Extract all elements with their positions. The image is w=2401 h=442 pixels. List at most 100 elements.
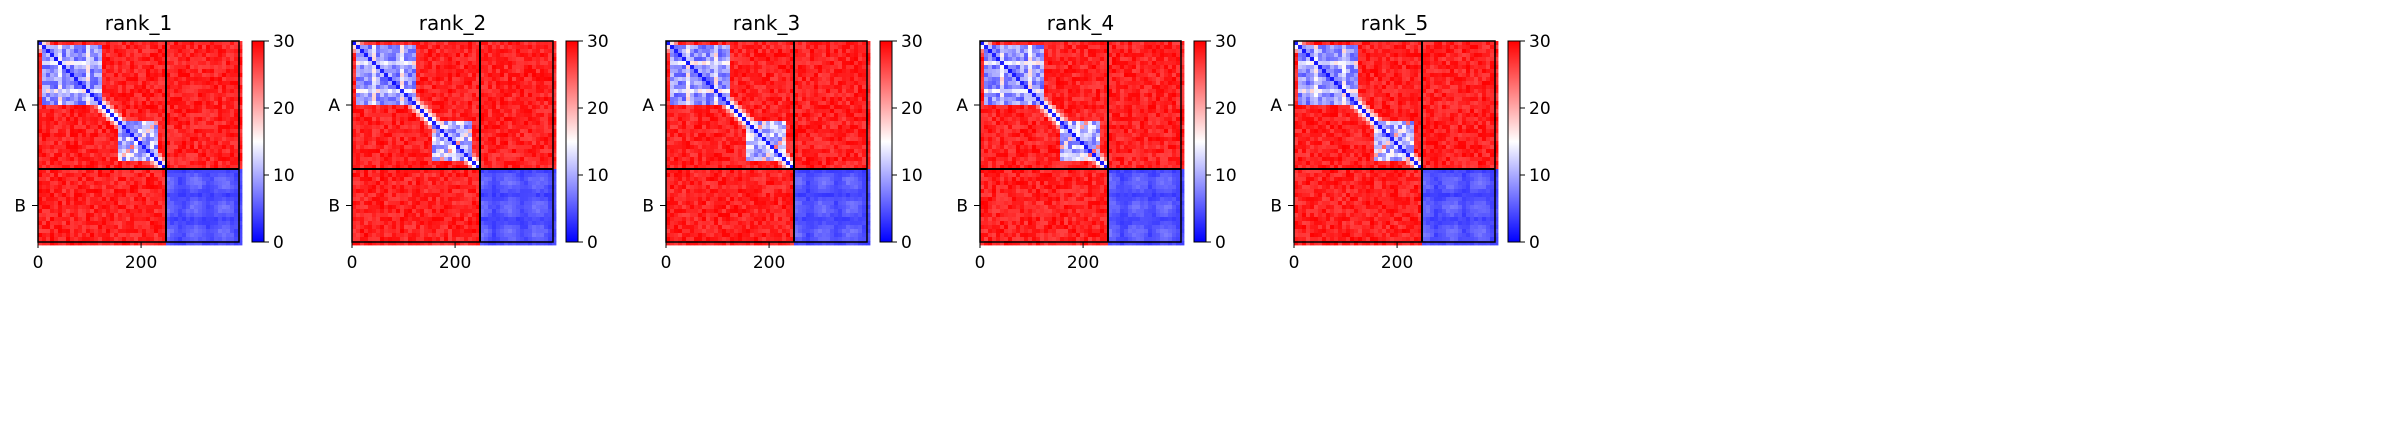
heatmap-cell: [532, 121, 536, 125]
heatmap-cell: [138, 85, 142, 89]
heatmap-cell: [484, 197, 488, 201]
heatmap-cell: [62, 229, 66, 233]
heatmap-cell: [138, 149, 142, 153]
heatmap-cell: [194, 73, 198, 77]
heatmap-cell: [78, 217, 82, 221]
heatmap-cell: [190, 85, 194, 89]
heatmap-cell: [98, 185, 102, 189]
heatmap-cell: [150, 105, 154, 109]
heatmap-cell: [74, 201, 78, 205]
heatmap-cell: [102, 129, 106, 133]
heatmap-cell: [102, 217, 106, 221]
heatmap-cell: [372, 177, 376, 181]
heatmap-cell: [110, 129, 114, 133]
heatmap-cell: [484, 105, 488, 109]
heatmap-cell: [170, 61, 174, 65]
heatmap-cell: [78, 185, 82, 189]
heatmap-cell: [456, 161, 460, 165]
heatmap-cell: [94, 65, 98, 69]
heatmap-cell: [58, 201, 62, 205]
heatmap-cell: [464, 177, 468, 181]
heatmap-cell: [134, 89, 138, 93]
heatmap-cell: [90, 133, 94, 137]
heatmap-cell: [190, 45, 194, 49]
heatmap-cell: [94, 73, 98, 77]
heatmap-cell: [412, 101, 416, 105]
heatmap-cell: [540, 161, 544, 165]
heatmap-cell: [158, 197, 162, 201]
heatmap-cell: [214, 209, 218, 213]
heatmap-cell: [392, 101, 396, 105]
heatmap-cell: [118, 69, 122, 73]
heatmap-cell: [58, 237, 62, 241]
heatmap-cell: [214, 133, 218, 137]
heatmap-cell: [142, 185, 146, 189]
heatmap-cell: [134, 161, 138, 165]
heatmap-cell: [142, 125, 146, 129]
heatmap-cell: [78, 49, 82, 53]
heatmap-cell: [90, 69, 94, 73]
heatmap-cell: [532, 53, 536, 57]
heatmap-cell: [102, 73, 106, 77]
heatmap-cell: [110, 101, 114, 105]
heatmap-cell: [74, 105, 78, 109]
heatmap-cell: [98, 213, 102, 217]
heatmap-cell: [540, 153, 544, 157]
heatmap-cell: [360, 185, 364, 189]
heatmap-cell: [372, 125, 376, 129]
heatmap-cell: [548, 157, 552, 161]
heatmap-cell: [456, 217, 460, 221]
heatmap-cell: [206, 141, 210, 145]
heatmap-cell: [146, 113, 150, 117]
heatmap-cell: [436, 157, 440, 161]
heatmap-cell: [492, 201, 496, 205]
heatmap-cell: [94, 105, 98, 109]
heatmap-cell: [158, 213, 162, 217]
heatmap-cell: [492, 157, 496, 161]
heatmap-cell: [364, 97, 368, 101]
heatmap-cell: [376, 89, 380, 93]
heatmap-cell: [182, 101, 186, 105]
heatmap-cell: [82, 201, 86, 205]
heatmap-cell: [78, 137, 82, 141]
heatmap-cell: [540, 133, 544, 137]
heatmap-cell: [114, 225, 118, 229]
heatmap-cell: [154, 225, 158, 229]
heatmap-cell: [500, 97, 504, 101]
heatmap-cell: [424, 181, 428, 185]
heatmap-cell: [416, 153, 420, 157]
heatmap-cell: [178, 205, 182, 209]
heatmap-cell: [376, 85, 380, 89]
heatmap-cell: [500, 173, 504, 177]
heatmap-cell: [130, 49, 134, 53]
heatmap-cell: [158, 173, 162, 177]
heatmap-cell: [198, 217, 202, 221]
heatmap-cell: [416, 117, 420, 121]
heatmap-cell: [484, 185, 488, 189]
heatmap-cell: [66, 229, 70, 233]
heatmap-cell: [528, 157, 532, 161]
heatmap-cell: [460, 121, 464, 125]
heatmap-cell: [436, 133, 440, 137]
heatmap-cell: [58, 153, 62, 157]
heatmap-cell: [500, 93, 504, 97]
heatmap-cell: [420, 221, 424, 225]
heatmap-cell: [210, 233, 214, 237]
heatmap-cell: [158, 53, 162, 57]
heatmap-cell: [536, 129, 540, 133]
heatmap-cell: [484, 129, 488, 133]
heatmap-cell: [82, 213, 86, 217]
heatmap-cell: [94, 85, 98, 89]
heatmap-cell: [548, 57, 552, 61]
heatmap-cell: [468, 45, 472, 49]
heatmap-cell: [412, 205, 416, 209]
heatmap-cell: [214, 137, 218, 141]
heatmap-cell: [126, 97, 130, 101]
heatmap-cell: [524, 193, 528, 197]
heatmap-cell: [496, 69, 500, 73]
heatmap-cell: [524, 109, 528, 113]
heatmap-cell: [500, 77, 504, 81]
heatmap-cell: [50, 53, 54, 57]
